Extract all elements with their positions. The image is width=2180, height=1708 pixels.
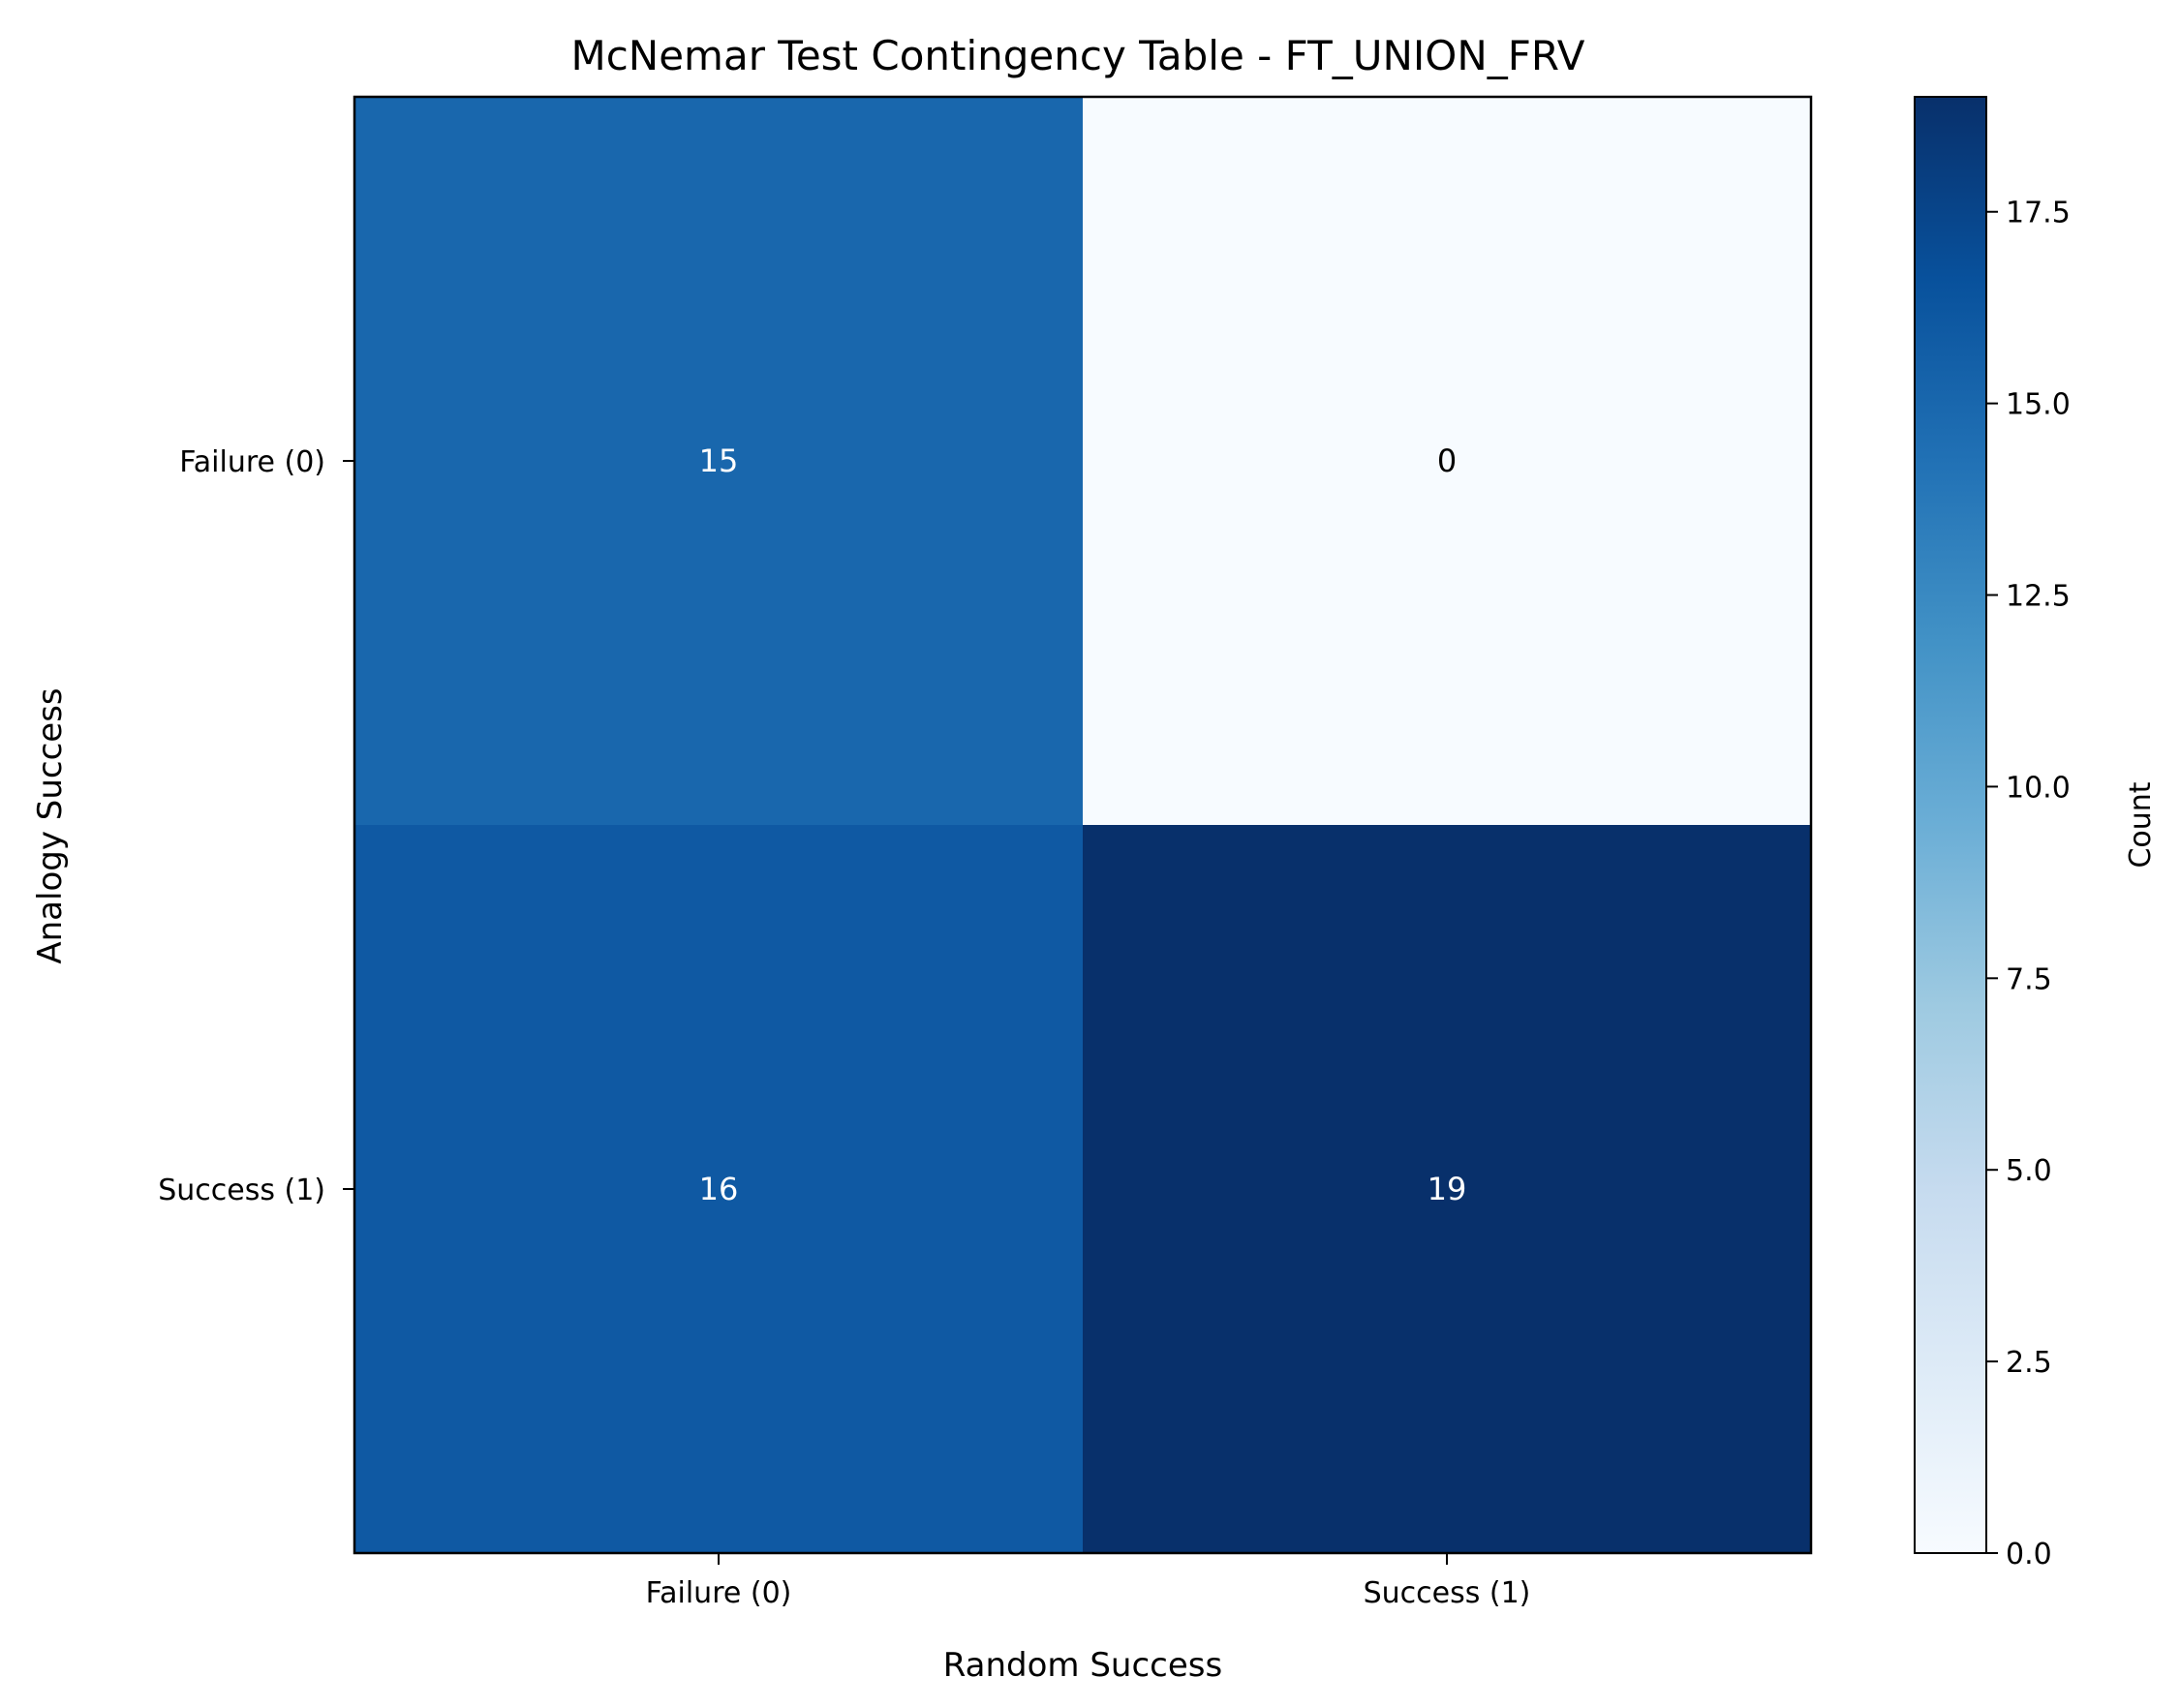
x-tick-label: Failure (0) <box>646 1576 792 1610</box>
cell-value-label: 19 <box>1428 1171 1467 1207</box>
y-axis-label: Analogy Success <box>31 687 70 963</box>
heatmap-cells <box>354 97 1812 1554</box>
x-axis: Failure (0) Success (1) <box>646 1553 1531 1610</box>
colorbar-tick-label: 15.0 <box>2006 388 2071 422</box>
heatmap-cell <box>1083 825 1812 1554</box>
cell-value-label: 15 <box>699 442 739 479</box>
heatmap-cell <box>354 825 1084 1554</box>
x-tick-label: Success (1) <box>1364 1576 1531 1610</box>
y-axis: Failure (0) Success (1) <box>158 445 354 1207</box>
chart-title: McNemar Test Contingency Table - FT_UNIO… <box>570 32 1584 79</box>
cell-value-label: 16 <box>699 1171 739 1207</box>
colorbar-tick-label: 7.5 <box>2006 962 2052 996</box>
colorbar-tick-label: 5.0 <box>2006 1154 2052 1188</box>
colorbar-tick-label: 10.0 <box>2006 771 2071 805</box>
colorbar-tick-label: 0.0 <box>2006 1538 2052 1571</box>
cell-value-label: 0 <box>1437 442 1457 479</box>
heatmap-cell <box>1083 97 1812 826</box>
colorbar-tick-label: 17.5 <box>2006 197 2071 230</box>
plot-frame <box>353 95 1813 1555</box>
colorbar <box>1914 96 1987 1554</box>
colorbar-ticks: 0.0 2.5 5.0 7.5 10.0 12.5 15.0 17.5 <box>1986 197 2071 1571</box>
x-axis-label: Random Success <box>943 1646 1222 1685</box>
y-tick-label: Success (1) <box>158 1174 325 1207</box>
cell-value-labels: 15 0 16 19 <box>699 442 1467 1207</box>
heatmap-cell <box>354 97 1084 826</box>
colorbar-tick-label: 12.5 <box>2006 580 2071 614</box>
colorbar-tick-label: 2.5 <box>2006 1346 2052 1380</box>
y-tick-label: Failure (0) <box>179 445 325 479</box>
colorbar-label: Count <box>2124 781 2158 868</box>
